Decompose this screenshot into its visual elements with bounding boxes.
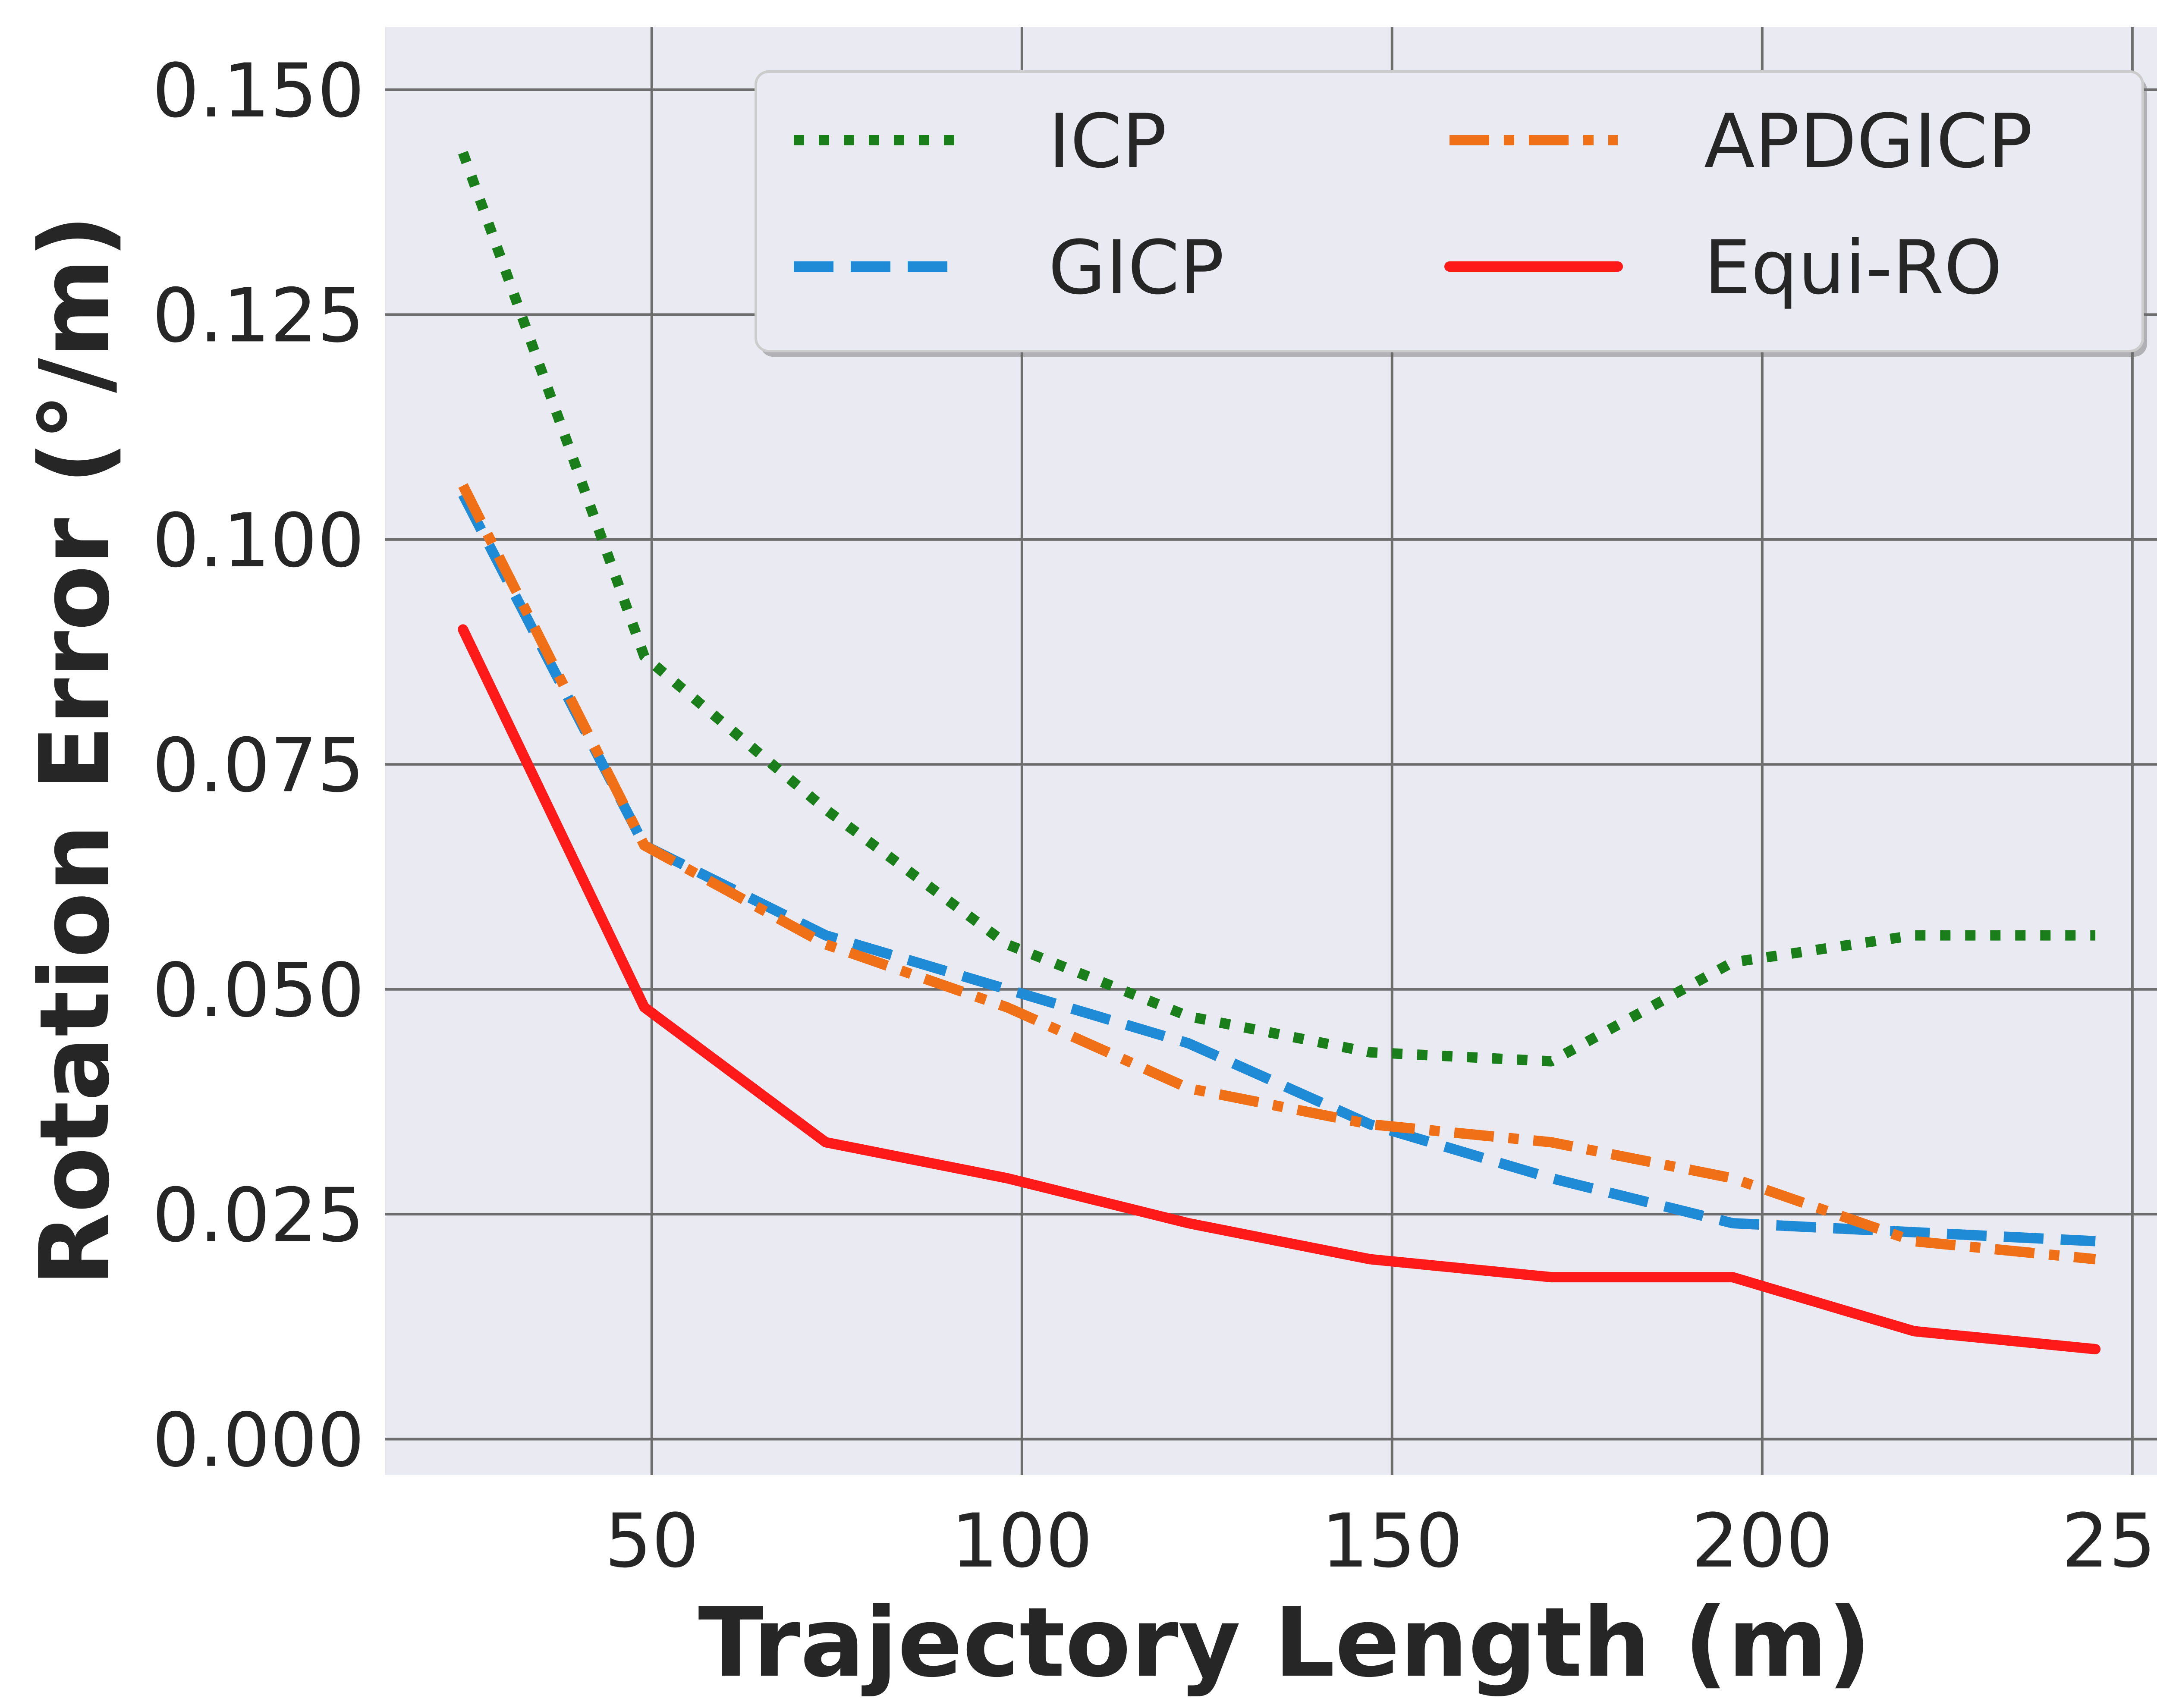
- y-tick-label: 0.025: [152, 1172, 365, 1259]
- y-tick-label: 0.100: [152, 497, 365, 584]
- legend-box: [755, 70, 2144, 352]
- legend-items: ICP GICP APDGICP Equi-RO: [794, 98, 2033, 311]
- x-tick-label: 250: [2062, 1498, 2157, 1584]
- y-axis-title: Rotation Error (°/m): [19, 214, 131, 1287]
- x-axis-title: Trajectory Length (m): [698, 1587, 1871, 1699]
- x-tick-label: 150: [1321, 1498, 1463, 1584]
- x-tick-label: 100: [951, 1498, 1093, 1584]
- legend-label-apdgicp: APDGICP: [1704, 98, 2033, 185]
- series-line-equi-ro: [458, 624, 2101, 1354]
- legend-label-gicp: GICP: [1048, 224, 1224, 311]
- series-line-apdgicp: [458, 483, 2096, 1265]
- x-tick-label: 50: [604, 1498, 699, 1584]
- y-tick-label: 0.125: [152, 272, 365, 359]
- legend: ICP GICP APDGICP Equi-RO: [755, 70, 2147, 357]
- legend-label-icp: ICP: [1048, 98, 1167, 185]
- y-tick-label: 0.000: [152, 1397, 365, 1484]
- series-lines: [458, 151, 2101, 1354]
- y-tick-labels: 0.000 0.025 0.050 0.075 0.100 0.125 0.150: [152, 47, 365, 1484]
- legend-label-equi-ro: Equi-RO: [1704, 224, 2003, 311]
- y-tick-label: 0.150: [152, 47, 365, 134]
- x-tick-labels: 50 100 150 200 250: [604, 1498, 2157, 1584]
- series-line-icp: [458, 151, 2096, 1067]
- y-tick-label: 0.075: [152, 722, 365, 809]
- y-tick-label: 0.050: [152, 947, 365, 1034]
- x-tick-label: 200: [1692, 1498, 1833, 1584]
